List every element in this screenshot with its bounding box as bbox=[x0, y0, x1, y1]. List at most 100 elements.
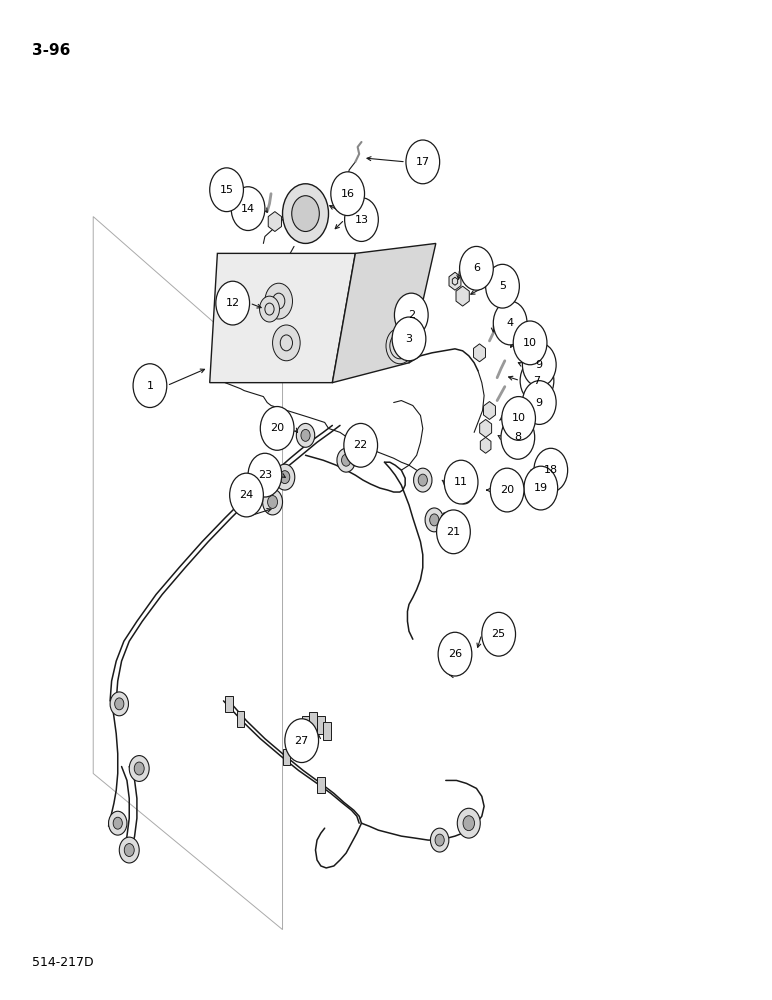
Polygon shape bbox=[473, 344, 486, 362]
Circle shape bbox=[524, 466, 557, 510]
Polygon shape bbox=[480, 437, 491, 453]
Text: 514-217D: 514-217D bbox=[32, 956, 93, 969]
Bar bbox=[302, 716, 310, 734]
Text: 19: 19 bbox=[533, 483, 548, 493]
Circle shape bbox=[273, 325, 300, 361]
Text: 6: 6 bbox=[473, 263, 480, 273]
Circle shape bbox=[457, 808, 480, 838]
Circle shape bbox=[493, 301, 527, 345]
Circle shape bbox=[392, 317, 426, 361]
Text: 13: 13 bbox=[354, 215, 368, 225]
Circle shape bbox=[502, 397, 536, 440]
Circle shape bbox=[459, 246, 493, 290]
Circle shape bbox=[482, 612, 516, 656]
Text: 18: 18 bbox=[543, 465, 558, 475]
Circle shape bbox=[520, 359, 554, 403]
Circle shape bbox=[414, 468, 432, 492]
Circle shape bbox=[534, 448, 567, 492]
Text: 12: 12 bbox=[225, 298, 240, 308]
Text: 24: 24 bbox=[239, 490, 254, 500]
Circle shape bbox=[390, 333, 410, 359]
Circle shape bbox=[279, 471, 290, 484]
Polygon shape bbox=[452, 277, 458, 285]
Circle shape bbox=[292, 196, 320, 231]
Circle shape bbox=[444, 460, 478, 504]
Bar bbox=[317, 777, 325, 793]
Circle shape bbox=[344, 198, 378, 241]
Circle shape bbox=[229, 473, 263, 517]
Bar bbox=[310, 712, 317, 730]
Circle shape bbox=[344, 423, 378, 467]
Circle shape bbox=[490, 468, 524, 512]
Circle shape bbox=[418, 474, 428, 486]
Circle shape bbox=[513, 321, 547, 365]
Circle shape bbox=[134, 762, 144, 775]
Polygon shape bbox=[268, 212, 282, 232]
Circle shape bbox=[523, 381, 556, 424]
Circle shape bbox=[296, 423, 315, 447]
Text: 3-96: 3-96 bbox=[32, 43, 70, 58]
Circle shape bbox=[120, 837, 139, 863]
Circle shape bbox=[231, 187, 265, 231]
Polygon shape bbox=[456, 286, 469, 306]
Text: 5: 5 bbox=[499, 281, 506, 291]
Polygon shape bbox=[397, 316, 414, 342]
Circle shape bbox=[265, 283, 293, 319]
Text: 10: 10 bbox=[523, 338, 537, 348]
Circle shape bbox=[260, 407, 294, 450]
Polygon shape bbox=[479, 419, 492, 437]
Polygon shape bbox=[333, 243, 436, 383]
Circle shape bbox=[262, 489, 283, 515]
Text: 14: 14 bbox=[241, 204, 255, 214]
Circle shape bbox=[110, 692, 128, 716]
Circle shape bbox=[463, 816, 475, 831]
Circle shape bbox=[210, 168, 243, 212]
Circle shape bbox=[394, 293, 428, 337]
Circle shape bbox=[113, 817, 122, 829]
Circle shape bbox=[216, 281, 249, 325]
Text: 11: 11 bbox=[454, 477, 468, 487]
Text: 4: 4 bbox=[506, 318, 513, 328]
Circle shape bbox=[109, 811, 127, 835]
Text: 3: 3 bbox=[405, 334, 412, 344]
Circle shape bbox=[435, 834, 444, 846]
Text: 23: 23 bbox=[258, 470, 272, 480]
Circle shape bbox=[285, 719, 319, 763]
Circle shape bbox=[501, 415, 535, 459]
Circle shape bbox=[331, 172, 364, 216]
Polygon shape bbox=[483, 402, 496, 419]
Circle shape bbox=[425, 508, 443, 532]
Bar bbox=[225, 696, 232, 712]
Text: 22: 22 bbox=[354, 440, 367, 450]
Text: 17: 17 bbox=[416, 157, 430, 167]
Circle shape bbox=[275, 464, 295, 490]
Text: 1: 1 bbox=[147, 381, 154, 391]
Text: 9: 9 bbox=[536, 360, 543, 370]
Text: 27: 27 bbox=[295, 736, 309, 746]
Circle shape bbox=[259, 296, 279, 322]
Circle shape bbox=[523, 343, 556, 387]
Bar bbox=[317, 716, 325, 734]
Text: 21: 21 bbox=[446, 527, 461, 537]
Text: 10: 10 bbox=[512, 413, 526, 423]
Circle shape bbox=[129, 756, 149, 781]
Circle shape bbox=[265, 303, 274, 315]
Circle shape bbox=[124, 844, 134, 857]
Circle shape bbox=[486, 264, 520, 308]
Text: 7: 7 bbox=[533, 376, 540, 386]
Text: 20: 20 bbox=[270, 423, 284, 433]
Circle shape bbox=[337, 448, 355, 472]
Circle shape bbox=[430, 514, 439, 526]
Polygon shape bbox=[449, 272, 461, 290]
Text: 8: 8 bbox=[514, 432, 521, 442]
Text: 20: 20 bbox=[500, 485, 514, 495]
Bar bbox=[283, 749, 290, 765]
Text: 26: 26 bbox=[448, 649, 462, 659]
Circle shape bbox=[459, 486, 469, 498]
Text: 9: 9 bbox=[536, 398, 543, 408]
Circle shape bbox=[455, 480, 473, 504]
Circle shape bbox=[341, 454, 350, 466]
Circle shape bbox=[268, 496, 278, 508]
Circle shape bbox=[280, 335, 293, 351]
Bar bbox=[296, 720, 303, 738]
